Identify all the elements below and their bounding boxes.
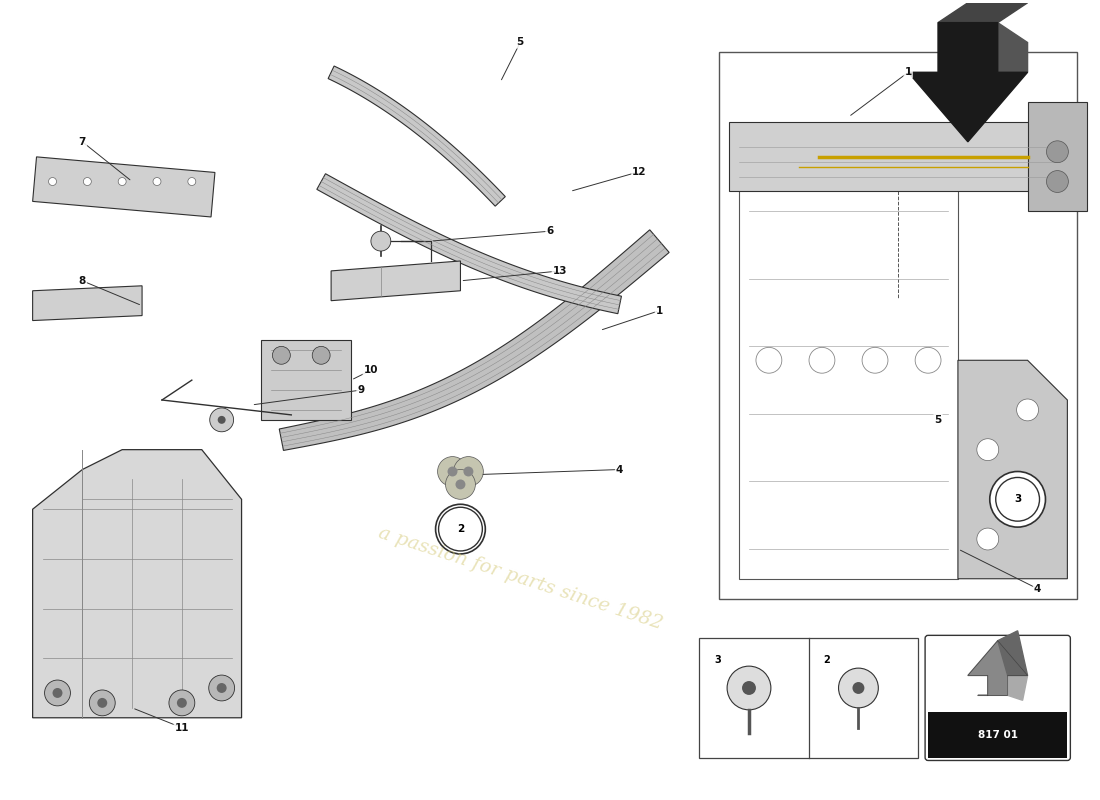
Text: 4: 4 [616, 465, 624, 474]
Text: 5: 5 [517, 38, 524, 47]
Text: 3: 3 [1014, 494, 1021, 504]
Circle shape [436, 504, 485, 554]
Circle shape [169, 690, 195, 716]
Text: euro
parts: euro parts [821, 160, 936, 242]
Circle shape [439, 507, 482, 551]
Text: 1: 1 [904, 67, 912, 78]
Circle shape [371, 231, 390, 251]
Text: 9: 9 [358, 385, 364, 395]
Circle shape [727, 666, 771, 710]
Text: 13: 13 [552, 266, 568, 276]
Polygon shape [279, 230, 669, 450]
Circle shape [118, 178, 127, 186]
Circle shape [455, 479, 465, 490]
Text: a passion for parts since 1982: a passion for parts since 1982 [376, 524, 664, 634]
Circle shape [53, 688, 63, 698]
Text: 6: 6 [547, 226, 553, 236]
Bar [33, 157, 214, 217]
Circle shape [45, 680, 70, 706]
Circle shape [177, 698, 187, 708]
Circle shape [84, 178, 91, 186]
Text: 1: 1 [656, 306, 663, 316]
Circle shape [1046, 170, 1068, 193]
Circle shape [210, 408, 233, 432]
Polygon shape [33, 286, 142, 321]
Polygon shape [958, 360, 1067, 578]
Circle shape [97, 698, 107, 708]
Circle shape [996, 478, 1040, 521]
Circle shape [446, 470, 475, 499]
Polygon shape [33, 450, 242, 718]
Circle shape [756, 347, 782, 373]
Polygon shape [998, 22, 1027, 72]
Bar [729, 122, 1067, 191]
Bar [719, 53, 1077, 598]
Circle shape [48, 178, 56, 186]
Text: 2: 2 [456, 524, 464, 534]
Bar [1027, 102, 1087, 211]
Text: 3: 3 [714, 655, 720, 665]
Circle shape [438, 457, 468, 486]
Circle shape [448, 466, 458, 477]
Circle shape [838, 668, 878, 708]
Circle shape [977, 438, 999, 461]
Circle shape [217, 683, 227, 693]
Circle shape [915, 347, 940, 373]
Text: 817 01: 817 01 [978, 730, 1018, 740]
Polygon shape [1008, 675, 1027, 700]
Text: 7: 7 [79, 137, 86, 147]
Polygon shape [938, 2, 1027, 22]
Circle shape [312, 346, 330, 364]
Polygon shape [262, 341, 351, 420]
Circle shape [188, 178, 196, 186]
Circle shape [852, 682, 865, 694]
Text: 10: 10 [364, 366, 378, 375]
Polygon shape [317, 174, 622, 314]
Text: 2: 2 [456, 524, 464, 534]
FancyBboxPatch shape [925, 635, 1070, 761]
Circle shape [742, 681, 756, 695]
Circle shape [453, 457, 483, 486]
Polygon shape [328, 66, 505, 206]
Polygon shape [998, 630, 1027, 675]
Bar [739, 182, 958, 578]
Text: 4: 4 [1034, 584, 1042, 594]
Circle shape [1016, 399, 1038, 421]
Polygon shape [331, 261, 461, 301]
Circle shape [209, 675, 234, 701]
Circle shape [1016, 488, 1038, 510]
Bar [928, 712, 1067, 758]
Text: 2: 2 [824, 655, 830, 665]
Circle shape [808, 347, 835, 373]
Circle shape [990, 471, 1045, 527]
Text: 12: 12 [632, 166, 647, 177]
Circle shape [218, 416, 226, 424]
Text: 8: 8 [79, 276, 86, 286]
Circle shape [862, 347, 888, 373]
Polygon shape [968, 641, 1027, 695]
Circle shape [273, 346, 290, 364]
Text: 5: 5 [934, 415, 942, 425]
Circle shape [977, 528, 999, 550]
Text: 11: 11 [175, 722, 189, 733]
Circle shape [153, 178, 161, 186]
Bar [700, 638, 918, 758]
Circle shape [1046, 141, 1068, 162]
Circle shape [463, 466, 473, 477]
Polygon shape [909, 22, 1027, 142]
Circle shape [89, 690, 116, 716]
Text: 3: 3 [1014, 494, 1022, 504]
